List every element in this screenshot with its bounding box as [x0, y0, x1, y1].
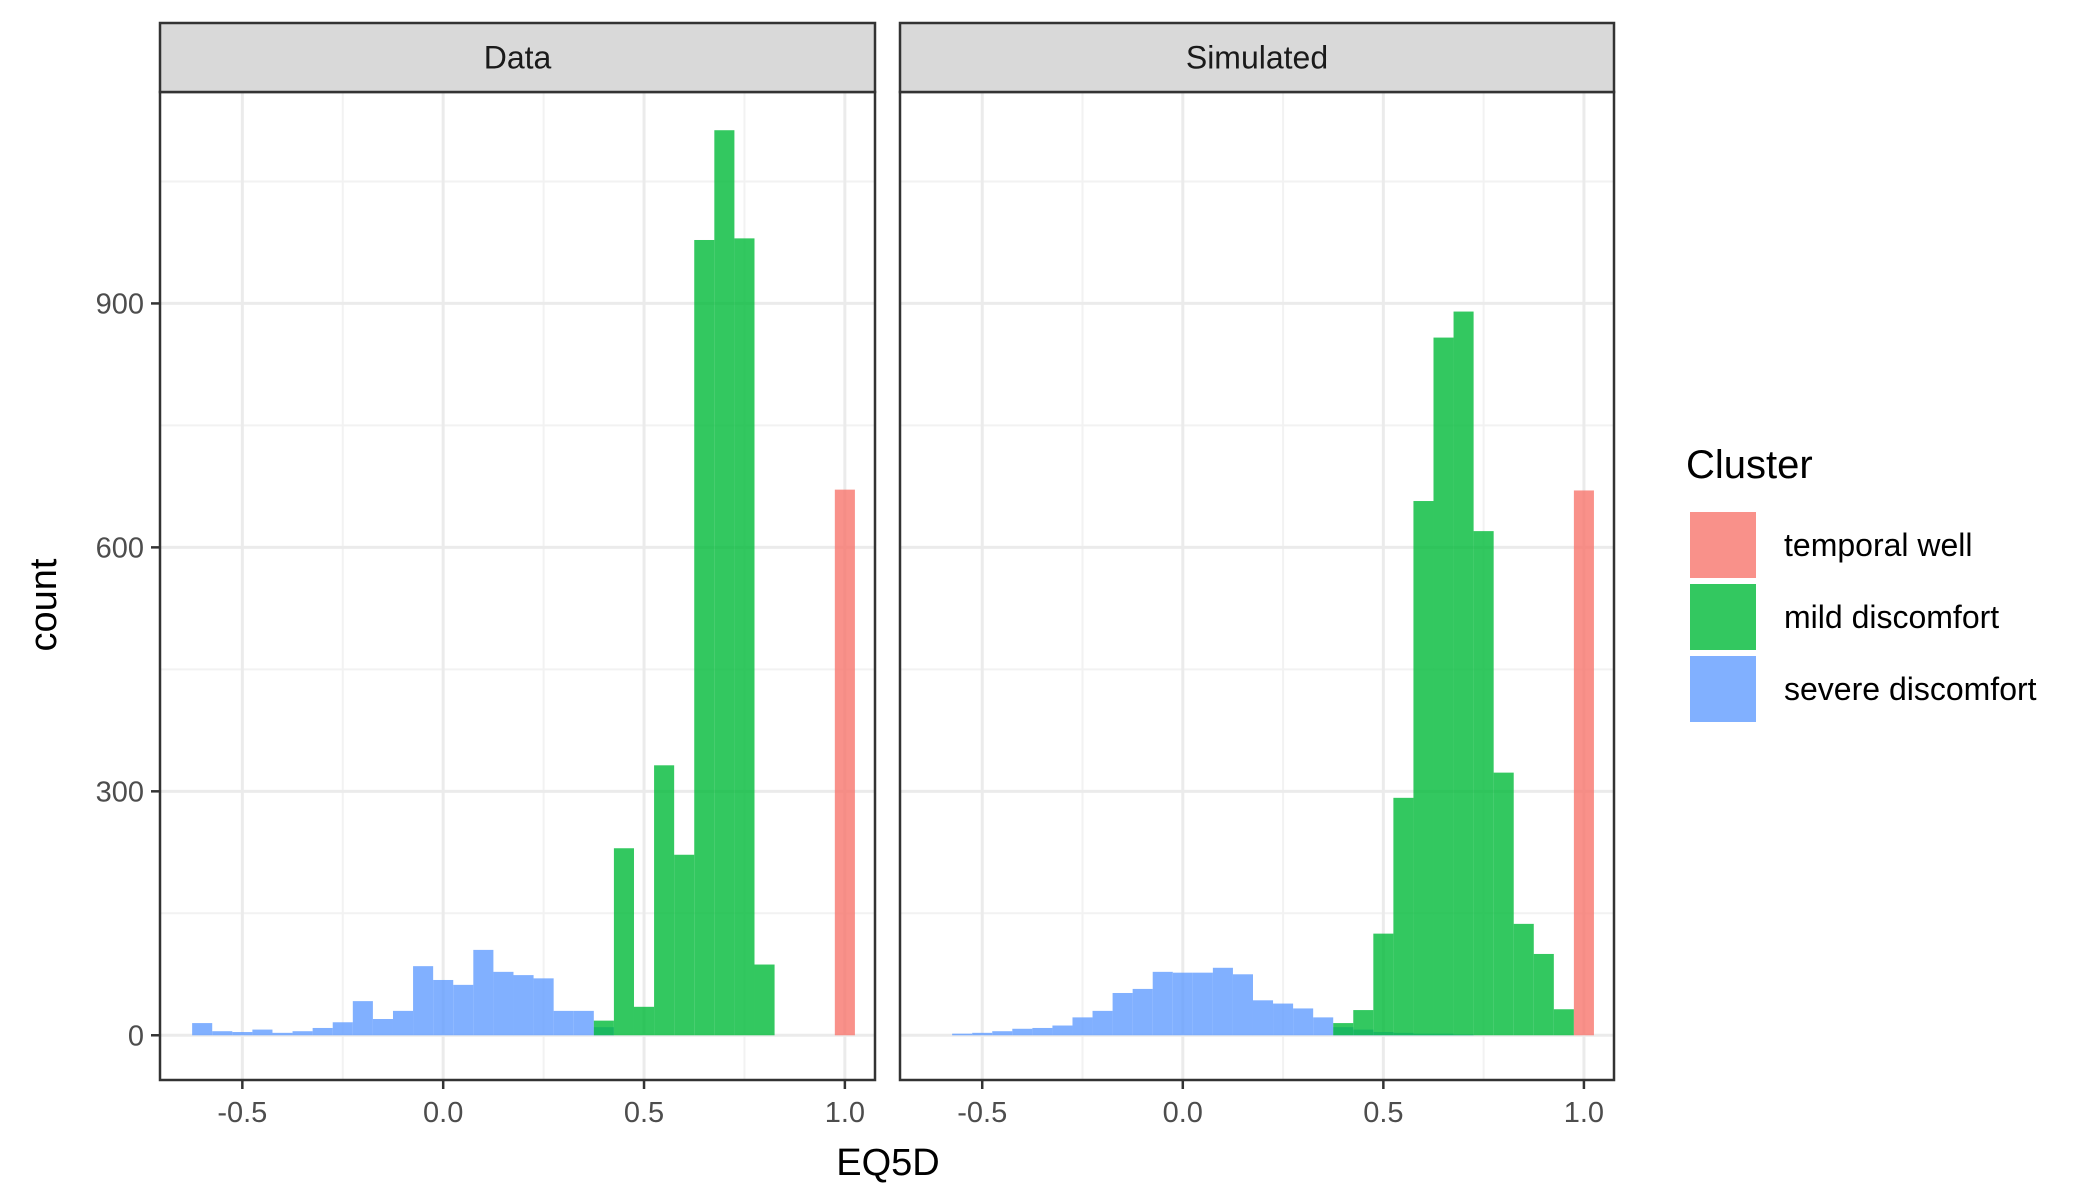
histogram-bar [972, 1033, 992, 1035]
histogram-bar [1133, 989, 1153, 1035]
histogram-bar [754, 965, 774, 1036]
histogram-bar [212, 1031, 232, 1035]
panel-background [160, 92, 875, 1080]
histogram-bar [1012, 1029, 1032, 1036]
histogram-bar [1494, 773, 1514, 1036]
legend-entry: mild discomfort [1690, 584, 1999, 650]
histogram-bar [694, 240, 714, 1035]
legend-label: severe discomfort [1784, 671, 2037, 707]
histogram-bar [1032, 1028, 1052, 1035]
legend-key [1690, 584, 1756, 650]
histogram-bar [1574, 490, 1594, 1035]
histogram-bar [1534, 954, 1554, 1035]
histogram-bar [714, 130, 734, 1035]
histogram-bar [1173, 973, 1193, 1036]
histogram-bar [534, 978, 554, 1035]
histogram-bar [1554, 1009, 1574, 1035]
histogram-bar [433, 980, 453, 1035]
histogram-bar [313, 1028, 333, 1035]
histogram-bar [1353, 1010, 1373, 1035]
histogram-bar [654, 765, 674, 1035]
histogram-bar [1233, 974, 1253, 1035]
x-tick-label: 0.0 [423, 1097, 463, 1129]
x-tick-label: 1.0 [1564, 1097, 1604, 1129]
facet-panel-data: Data -0.5 0.0 0.5 1.0 0 300 600 900 [96, 23, 875, 1129]
histogram-bar [373, 1019, 393, 1035]
legend-entry: severe discomfort [1690, 656, 2037, 722]
histogram-bar [674, 855, 694, 1036]
histogram-bar [413, 966, 433, 1035]
facet-strip-label: Simulated [1186, 40, 1328, 76]
legend-title: Cluster [1686, 443, 1813, 487]
histogram-bar [252, 1030, 272, 1036]
histogram-bar [1413, 501, 1433, 1035]
histogram-bar [574, 1011, 594, 1035]
histogram-bar [1253, 1000, 1273, 1035]
histogram-bar [353, 1001, 373, 1035]
histogram-bar [1193, 973, 1213, 1036]
histogram-bar [554, 1011, 574, 1035]
histogram-bar [1393, 798, 1413, 1035]
histogram-bar [493, 972, 513, 1035]
legend: Cluster temporal well mild discomfort seve… [1686, 443, 2037, 722]
x-tick-label: 0.5 [624, 1097, 664, 1129]
histogram-bar [232, 1032, 252, 1035]
histogram-bar [1454, 312, 1474, 1036]
histogram-bar [952, 1034, 972, 1036]
histogram-bar [393, 1011, 413, 1035]
histogram-bar [1213, 968, 1233, 1035]
facet-strip-label: Data [484, 40, 552, 76]
histogram-bar [1293, 1008, 1313, 1035]
histogram-bar [513, 975, 533, 1035]
histogram-bar [272, 1033, 292, 1035]
histogram-bar [333, 1022, 353, 1035]
histogram-bar [192, 1023, 212, 1035]
y-tick-label: 0 [128, 1020, 144, 1052]
y-axis-title: count [23, 558, 65, 651]
histogram-bar [1052, 1026, 1072, 1036]
legend-key [1690, 512, 1756, 578]
y-tick-label: 300 [96, 776, 144, 808]
x-tick-label: 0.5 [1363, 1097, 1403, 1129]
histogram-bar [1153, 972, 1173, 1035]
histogram-bar [835, 490, 855, 1036]
y-tick-label: 900 [96, 288, 144, 320]
x-tick-label: 0.0 [1163, 1097, 1203, 1129]
histogram-bar [992, 1031, 1012, 1035]
y-tick-label: 600 [96, 532, 144, 564]
histogram-bar [1313, 1017, 1333, 1035]
histogram-bar [1113, 993, 1133, 1035]
legend-entry: temporal well [1690, 512, 1973, 578]
x-tick-label: -0.5 [217, 1097, 267, 1129]
legend-label: mild discomfort [1784, 599, 1999, 635]
histogram-bar [1514, 924, 1534, 1035]
legend-key [1690, 656, 1756, 722]
histogram-bar [1273, 1004, 1293, 1036]
facet-panel-simulated: Simulated -0.5 0.0 0.5 1.0 [900, 23, 1614, 1129]
x-axis-title: EQ5D [836, 1142, 939, 1184]
legend-label: temporal well [1784, 527, 1973, 563]
series-temporal-well [835, 490, 855, 1036]
histogram-bar [1373, 934, 1393, 1036]
histogram-bar [634, 1007, 654, 1035]
histogram-bar [473, 950, 493, 1035]
histogram-bar [594, 1021, 614, 1036]
series-temporal-well [1574, 490, 1594, 1035]
histogram-bar [453, 985, 473, 1035]
histogram-bar [1474, 531, 1494, 1035]
histogram-bar [614, 848, 634, 1035]
histogram-bar [1333, 1023, 1353, 1035]
x-tick-label: -0.5 [957, 1097, 1007, 1129]
histogram-bar [1072, 1017, 1092, 1035]
x-tick-label: 1.0 [825, 1097, 865, 1129]
histogram-bar [1093, 1011, 1113, 1035]
histogram-bar [734, 238, 754, 1035]
histogram-bar [1433, 338, 1453, 1036]
histogram-bar [293, 1031, 313, 1035]
